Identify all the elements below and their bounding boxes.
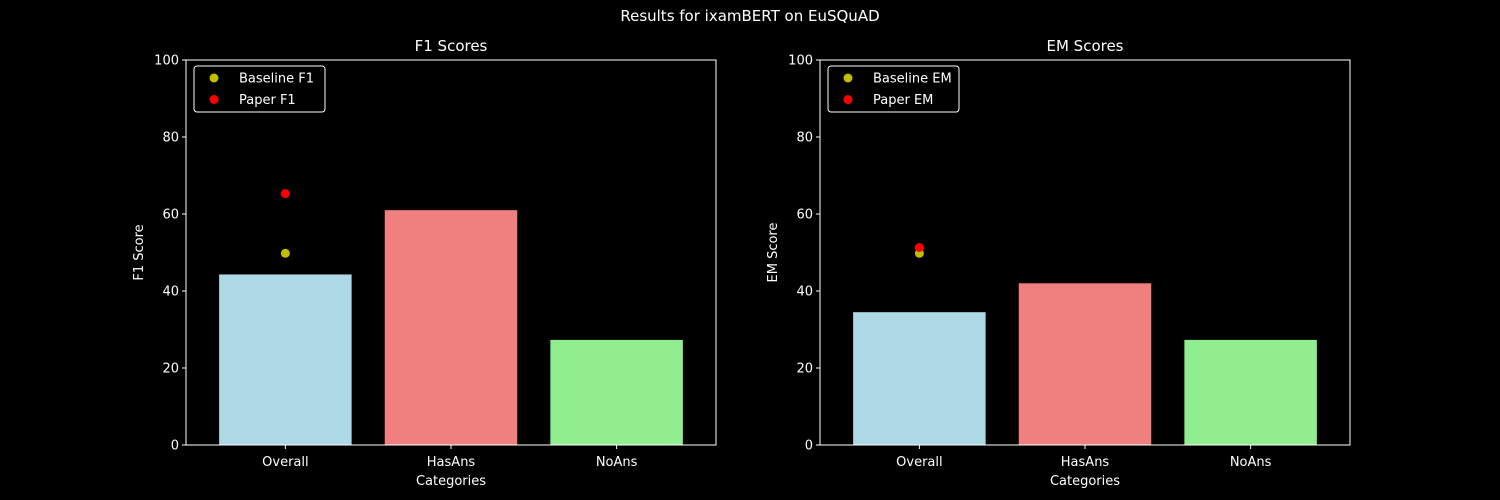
x-tick-label: NoAns [1230, 455, 1272, 470]
legend: Baseline F1 Paper F1 [193, 65, 326, 113]
y-tick-label: 80 [162, 131, 179, 146]
bar-noans [1184, 339, 1317, 445]
figure-title: Results for ixamBERT on EuSQuAD [620, 7, 879, 25]
y-tick-label: 20 [796, 362, 813, 377]
y-tick-label: 80 [796, 131, 813, 146]
y-tick-label: 100 [788, 54, 813, 69]
y-tick-label: 60 [162, 208, 179, 223]
axes-title: EM Scores [1046, 37, 1123, 55]
legend-box [193, 65, 326, 113]
x-tick-label: Overall [262, 455, 308, 470]
bar-overall [853, 312, 986, 445]
legend-marker [843, 95, 853, 104]
x-axis-label: Categories [1050, 474, 1120, 489]
legend: Baseline EM Paper EM [827, 65, 960, 113]
y-tick-label: 20 [162, 362, 179, 377]
y-tick-label: 60 [796, 208, 813, 223]
x-tick-label: Overall [896, 455, 942, 470]
y-tick-label: 40 [162, 285, 179, 300]
legend-label: Baseline F1 [239, 72, 314, 87]
chart-2: 0 20 40 60 80 100 Overall HasAns NoAns EM Scores C… [766, 37, 1351, 489]
legend-label: Baseline EM [873, 72, 952, 87]
y-tick-label: 100 [154, 54, 179, 69]
y-axis-label: F1 Score [132, 224, 147, 280]
bar-hasans [384, 210, 518, 445]
legend-marker [209, 95, 219, 104]
y-axis-label: EM Score [766, 223, 781, 283]
y-tick-label: 40 [796, 285, 813, 300]
axes-title: F1 Scores [415, 37, 488, 55]
point-baseline-f1 [280, 248, 290, 258]
x-tick-label: HasAns [427, 455, 476, 470]
x-tick-label: NoAns [596, 455, 638, 470]
legend-label: Paper F1 [239, 93, 296, 108]
chart-1: 0 20 40 60 80 100 Overall HasAns NoAns F1 Scores C… [132, 37, 717, 489]
point-paper-f1 [280, 189, 290, 199]
point-paper-em [914, 242, 924, 252]
y-tick-label: 0 [805, 439, 813, 454]
bar-noans [550, 339, 683, 445]
x-tick-label: HasAns [1061, 455, 1110, 470]
x-axis-label: Categories [416, 474, 486, 489]
bar-hasans [1018, 283, 1152, 445]
legend-label: Paper EM [873, 93, 933, 108]
bar-overall [219, 274, 352, 445]
legend-box [827, 65, 960, 113]
y-tick-label: 0 [171, 439, 179, 454]
charts: 0 20 40 60 80 100 Overall HasAns NoAns F1 Scores C… [132, 37, 1351, 489]
legend-marker [843, 73, 853, 83]
legend-marker [209, 73, 219, 83]
